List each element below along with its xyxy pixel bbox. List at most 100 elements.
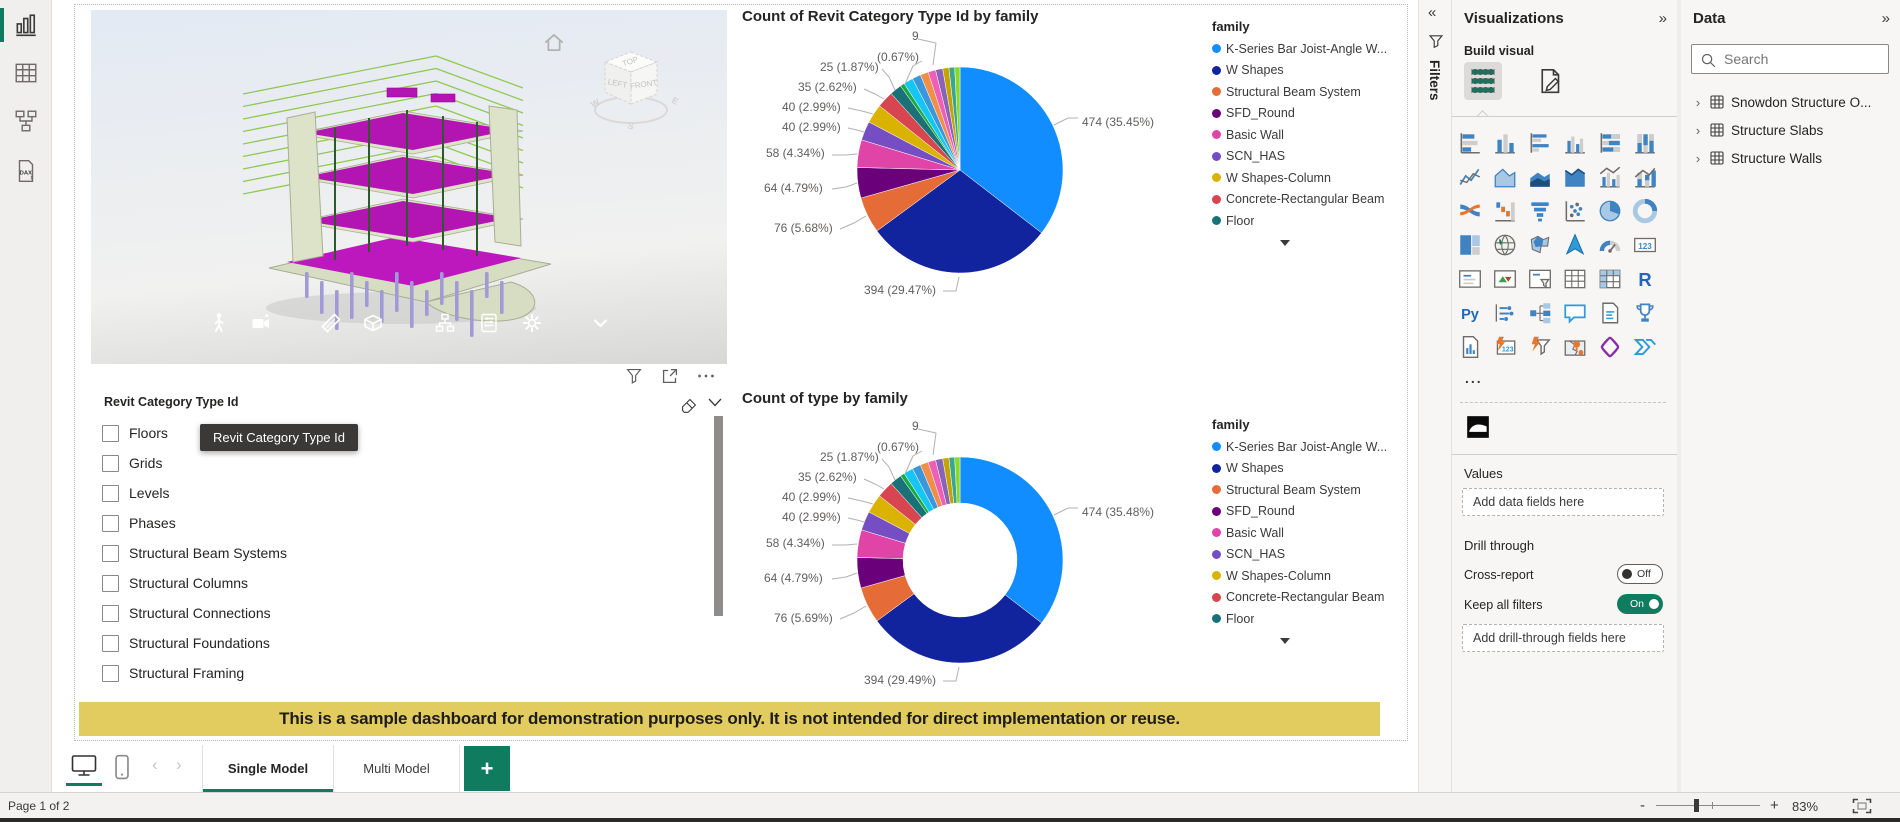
qna-123[interactable]: 123 xyxy=(1492,334,1518,360)
qa-visual[interactable] xyxy=(1562,300,1588,326)
expand-filters-icon[interactable]: « xyxy=(1428,4,1437,21)
walk-mode-icon[interactable] xyxy=(207,311,231,335)
filled-map[interactable] xyxy=(1527,232,1553,258)
report-view-button[interactable] xyxy=(13,12,39,38)
legend-item[interactable]: W Shapes-Column xyxy=(1212,167,1396,189)
chart-slice[interactable] xyxy=(954,66,961,171)
3d-model-visual[interactable]: TOP LEFT FRONT W S E xyxy=(91,10,727,364)
legend-scroll-down-icon[interactable] xyxy=(1280,637,1290,644)
slicer-item[interactable]: Structural Columns xyxy=(102,568,287,598)
checkbox[interactable] xyxy=(102,544,119,562)
funnel-chart[interactable] xyxy=(1527,198,1553,224)
100-stacked-area-chart[interactable] xyxy=(1562,164,1588,190)
scrollbar-thumb[interactable] xyxy=(714,416,723,616)
arcgis-map[interactable] xyxy=(1562,334,1588,360)
chart-slice[interactable] xyxy=(954,456,961,504)
table-tree-item[interactable]: › Snowdon Structure O... xyxy=(1689,88,1899,116)
dax-query-view-button[interactable]: DAX xyxy=(13,158,39,184)
slicer-item[interactable]: Structural Beam Systems xyxy=(102,538,287,568)
legend-item[interactable]: Concrete-Rectangular Beam xyxy=(1212,587,1396,609)
slicer-item[interactable]: Structural Connections xyxy=(102,598,287,628)
key-influencers[interactable] xyxy=(1492,300,1518,326)
legend-item[interactable]: Basic Wall xyxy=(1212,522,1396,544)
legend-item[interactable]: Floor xyxy=(1212,608,1396,630)
python-visual[interactable]: Py xyxy=(1457,300,1483,326)
legend-item[interactable]: Concrete-Rectangular Beam xyxy=(1212,189,1396,211)
matrix[interactable] xyxy=(1597,266,1623,292)
search-box[interactable] xyxy=(1691,44,1889,74)
more-options-icon[interactable] xyxy=(695,365,717,387)
mobile-layout-icon[interactable] xyxy=(114,754,130,780)
filter-funnel-icon[interactable] xyxy=(623,365,645,387)
filter-funnel-icon[interactable] xyxy=(1427,32,1445,50)
slicer-item[interactable]: Phases xyxy=(102,508,287,538)
decomposition-tree[interactable] xyxy=(1527,300,1553,326)
legend-item[interactable]: W Shapes xyxy=(1212,60,1396,82)
legend-item[interactable]: W Shapes xyxy=(1212,458,1396,480)
slicer-item[interactable]: Floors xyxy=(102,418,287,448)
pie-chart[interactable] xyxy=(1597,198,1623,224)
collapse-pane-icon[interactable]: » xyxy=(1881,10,1890,27)
metrics[interactable] xyxy=(1632,300,1658,326)
slicer-item[interactable]: Grids xyxy=(102,448,287,478)
legend-item[interactable]: SFD_Round xyxy=(1212,501,1396,523)
properties-icon[interactable] xyxy=(477,311,501,335)
legend-item[interactable]: SCN_HAS xyxy=(1212,544,1396,566)
line-stacked-column-chart[interactable] xyxy=(1632,164,1658,190)
legend-item[interactable]: K-Series Bar Joist-Angle W... xyxy=(1212,38,1396,60)
search-input[interactable] xyxy=(1724,45,1884,73)
legend-item[interactable]: K-Series Bar Joist-Angle W... xyxy=(1212,436,1396,458)
stacked-column-chart[interactable] xyxy=(1492,130,1518,156)
model-view-button[interactable] xyxy=(13,108,39,134)
zoom-slider-thumb[interactable] xyxy=(1694,799,1699,812)
checkbox[interactable] xyxy=(102,574,119,592)
table-tree-item[interactable]: › Structure Walls xyxy=(1689,144,1899,172)
legend-item[interactable]: SFD_Round xyxy=(1212,103,1396,125)
donut-chart-visual[interactable]: Count of type by family 9 (0.67%) 25 (1.… xyxy=(736,387,1400,690)
camera-icon[interactable] xyxy=(249,311,273,335)
slicer-item[interactable]: Structural Framing xyxy=(102,658,287,688)
collapse-pane-icon[interactable]: » xyxy=(1658,10,1667,27)
chevron-right-icon[interactable]: › xyxy=(1695,94,1701,110)
page-tab-multi-model[interactable]: Multi Model xyxy=(334,745,460,792)
focus-mode-icon[interactable] xyxy=(659,365,681,387)
measure-icon[interactable] xyxy=(319,311,343,335)
paginated-report[interactable] xyxy=(1457,334,1483,360)
next-page-arrow[interactable]: › xyxy=(176,755,182,774)
checkbox[interactable] xyxy=(102,634,119,652)
settings-gear-icon[interactable] xyxy=(520,311,544,335)
100-stacked-bar-chart[interactable] xyxy=(1597,130,1623,156)
model-tree-icon[interactable] xyxy=(433,311,457,335)
line-clustered-column-chart[interactable] xyxy=(1597,164,1623,190)
chart-slice[interactable] xyxy=(876,169,1042,274)
desktop-layout-icon[interactable] xyxy=(70,753,98,779)
kpi[interactable] xyxy=(1492,266,1518,292)
clear-selections-eraser-icon[interactable] xyxy=(678,394,700,416)
page-tab-single-model[interactable]: Single Model xyxy=(202,745,334,792)
section-box-icon[interactable] xyxy=(361,311,385,335)
r-script-visual[interactable]: R xyxy=(1632,266,1658,292)
100-stacked-column-chart[interactable] xyxy=(1632,130,1658,156)
chart-slice[interactable] xyxy=(959,66,1064,234)
previous-page-arrow[interactable]: ‹ xyxy=(152,755,158,774)
chart-slice[interactable] xyxy=(959,456,1064,624)
chevron-down-icon[interactable] xyxy=(708,398,722,407)
more-visuals-ellipsis[interactable]: ... xyxy=(1465,370,1483,386)
zoom-in-button[interactable]: + xyxy=(1770,797,1779,814)
checkbox[interactable] xyxy=(102,664,119,682)
multi-row-card[interactable] xyxy=(1457,266,1483,292)
automated-insights[interactable] xyxy=(1527,334,1553,360)
slicer-item[interactable]: Structural Foundations xyxy=(102,628,287,658)
legend-item[interactable]: SCN_HAS xyxy=(1212,146,1396,168)
format-visual-tab[interactable] xyxy=(1536,66,1566,96)
checkbox[interactable] xyxy=(102,454,119,472)
gauge[interactable] xyxy=(1597,232,1623,258)
slicer[interactable] xyxy=(1527,266,1553,292)
add-data-fields-well[interactable]: Add data fields here xyxy=(1462,488,1664,516)
view-cube[interactable]: TOP LEFT FRONT W S E xyxy=(587,44,683,144)
legend-item[interactable]: Structural Beam System xyxy=(1212,479,1396,501)
chevron-right-icon[interactable]: › xyxy=(1695,150,1701,166)
ribbon-chart[interactable] xyxy=(1457,198,1483,224)
home-icon[interactable] xyxy=(541,30,567,54)
slicer-visual[interactable]: Revit Category Type Id Floors Grids Levels… xyxy=(94,390,729,690)
